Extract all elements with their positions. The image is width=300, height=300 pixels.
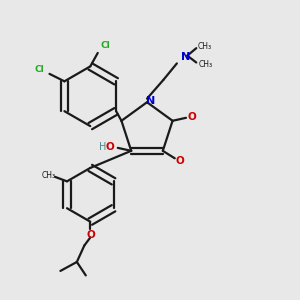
Text: O: O: [176, 156, 184, 166]
Text: H: H: [99, 142, 106, 152]
Text: Cl: Cl: [34, 65, 44, 74]
Text: N: N: [146, 96, 155, 106]
Text: O: O: [187, 112, 196, 122]
Text: CH₃: CH₃: [199, 60, 213, 69]
Text: CH₃: CH₃: [42, 172, 56, 181]
Text: N: N: [181, 52, 190, 61]
Text: Cl: Cl: [100, 41, 110, 50]
Text: O: O: [86, 230, 95, 239]
Text: O: O: [106, 142, 115, 152]
Text: CH₃: CH₃: [198, 42, 212, 51]
